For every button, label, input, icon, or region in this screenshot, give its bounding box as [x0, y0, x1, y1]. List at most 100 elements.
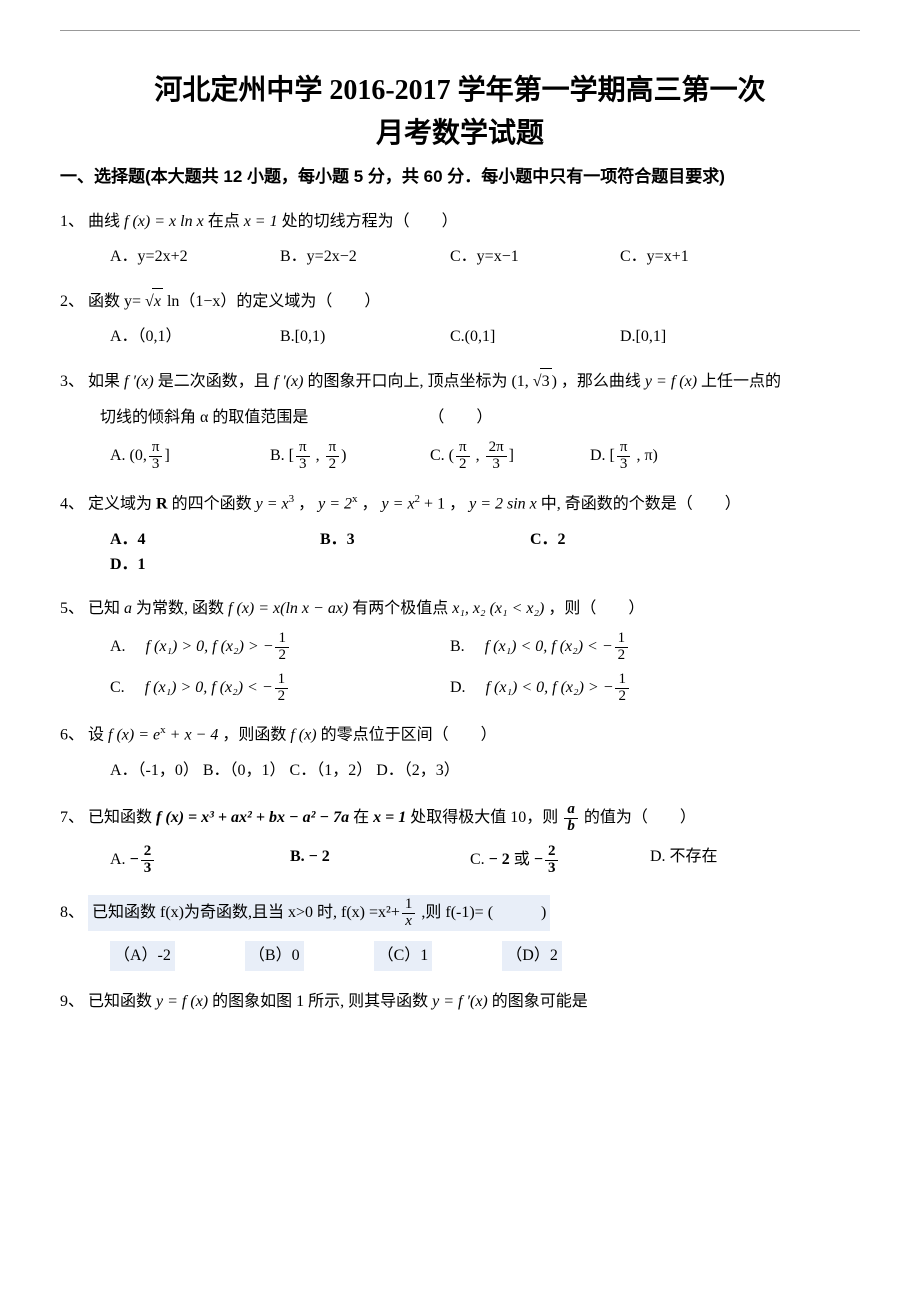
q8-opt-a: （A）-2 [110, 941, 175, 971]
q9-a: 已知函数 [88, 993, 156, 1010]
q5-opt-b: B. f (x₁) < 0, f (x₂) < −12 [450, 631, 860, 664]
q4-opt-c: C．2 [530, 527, 720, 553]
q3-a-frac: π3 [149, 440, 163, 473]
q3-c: 的图象开口向上, 顶点坐标为 [307, 373, 511, 390]
q5-a-pre: A. [110, 638, 142, 655]
q3-num: 3、 [60, 373, 84, 390]
q1-options: A．y=2x+2 B．y=2x−2 C．y=x−1 C．y=x+1 [60, 244, 860, 270]
q3-opt-c: C. (π2 , 2π3] [430, 440, 590, 473]
question-4: 4、 定义域为 R 的四个函数 y = x3 ， y = 2x ， y = x2… [60, 491, 860, 578]
q5-a: 已知 [88, 600, 124, 617]
q5-a-expr: f (x₁) > 0, f (x₂) > − [146, 638, 274, 655]
q5-stem: 5、 已知 a 为常数, 函数 f (x) = x(ln x − ax) 有两个… [60, 596, 860, 622]
question-5: 5、 已知 a 为常数, 函数 f (x) = x(ln x − ax) 有两个… [60, 596, 860, 705]
q7-b: 在 [353, 809, 373, 826]
q8-opt-d: （D）2 [502, 941, 562, 971]
q5-d-d: 2 [615, 689, 629, 705]
q4-options: A．4 B．3 C．2 D．1 [60, 527, 860, 578]
q7-c-d: 3 [545, 861, 559, 877]
q3-c-n1: π [456, 440, 470, 457]
q4-e3: 3 [289, 493, 295, 505]
q2-options: A．（0,1） B.[0,1) C.(0,1] D.[0,1] [60, 324, 860, 350]
q1-fx: f (x) = x ln x [124, 213, 204, 230]
q7-num: 7、 [60, 809, 84, 826]
q5-b-expr: f (x₁) < 0, f (x₂) < − [485, 638, 613, 655]
q4-ex: x [352, 493, 358, 505]
q6-c: 的零点位于区间（ ） [321, 727, 497, 744]
q5-a-frac: 12 [275, 631, 289, 664]
q3-c-f2: 2π3 [486, 440, 507, 473]
question-1: 1、 曲线 f (x) = x ln x 在点 x = 1 处的切线方程为（ ）… [60, 209, 860, 270]
q9-c: 的图象可能是 [492, 993, 588, 1010]
q7-options: A. −23 B. − 2 C. − 2 或 −23 D. 不存在 [60, 844, 860, 877]
q7-fx: f (x) = x³ + ax² + bx − a² − 7a [156, 809, 349, 826]
q3-stem-2: 切线的倾斜角 α 的取值范围是 （ ） [60, 405, 860, 431]
q7-c-neg: − [534, 851, 543, 868]
q3-fprime-2: f ′(x) [274, 373, 304, 390]
q5-fx: f (x) = x(ln x − ax) [228, 600, 348, 617]
q9-yfx: y = f (x) [156, 993, 208, 1010]
q7-a: 已知函数 [88, 809, 156, 826]
q8-fn: 1 [402, 897, 416, 914]
q7-opt-b: B. − 2 [290, 844, 460, 877]
q2-opt-b: B.[0,1) [280, 324, 430, 350]
q7-c-n: 2 [545, 844, 559, 861]
q5-b-n: 1 [615, 631, 629, 648]
q3-c-pre: C. ( [430, 447, 454, 464]
q1-num: 1、 [60, 213, 84, 230]
q4-f3: y = x [382, 495, 415, 512]
q7-opt-d: D. 不存在 [650, 844, 820, 877]
q3-sqrt3: 3 [533, 368, 552, 395]
q3-d-d: 3 [617, 457, 631, 473]
q8-a: 已知函数 f(x)为奇函数,且当 x>0 时, f(x) =x²+ [92, 904, 400, 921]
q4-c-txt: C．2 [530, 531, 566, 548]
q1-opt-c: C．y=x−1 [450, 244, 600, 270]
q5-c-d: 2 [275, 689, 289, 705]
q3-opt-d: D. [π3 , π) [590, 440, 750, 473]
q3-b-n1: π [296, 440, 310, 457]
q7-stem: 7、 已知函数 f (x) = x³ + ax² + bx − a² − 7a … [60, 802, 860, 835]
q7-c-pre: C. [470, 851, 489, 868]
q4-R: R [156, 495, 168, 512]
q3-c-f1: π2 [456, 440, 470, 473]
q5-c-frac: 12 [275, 672, 289, 705]
q7-a-n-b: 2 [144, 843, 152, 859]
q1-opt-b: B．y=2x−2 [280, 244, 430, 270]
q2-stem: 2、 函数 y= x ln（1−x）的定义域为（ ） [60, 288, 860, 315]
q3-d-f: π3 [617, 440, 631, 473]
q5-b-frac: 12 [615, 631, 629, 664]
q3-c-d1: 2 [456, 457, 470, 473]
q2-text-a: 函数 y= [88, 293, 141, 310]
q7-abd: b [564, 819, 578, 835]
q6-a: 设 [88, 727, 108, 744]
q8-stem: 8、 已知函数 f(x)为奇函数,且当 x>0 时, f(x) =x²+1x ,… [60, 895, 860, 932]
q2-opt-a: A．（0,1） [110, 324, 260, 350]
q3-opt-a: A. (0,π3] [110, 440, 270, 473]
q4-c: 中, 奇函数的个数是（ ） [541, 495, 741, 512]
q3-b-f1: π3 [296, 440, 310, 473]
q7-c-or: 或 [510, 851, 534, 868]
exam-title-line1: 河北定州中学 2016-2017 学年第一学期高三第一次 [60, 71, 860, 110]
q3-stem-1: 3、 如果 f ′(x) 是二次函数，且 f ′(x) 的图象开口向上, 顶点坐… [60, 368, 860, 395]
question-6: 6、 设 f (x) = ex + x − 4 ，则函数 f (x) 的零点位于… [60, 722, 860, 784]
q5-d-frac: 12 [615, 672, 629, 705]
q4-f1: y = x [256, 495, 289, 512]
q7-c-d-b: 3 [548, 860, 556, 876]
q2-sqrt: x [145, 288, 163, 315]
q3-c-n2: 2π [486, 440, 507, 457]
q4-f4: y = 2 sin x [469, 495, 537, 512]
q7-b-txt: B. − 2 [290, 848, 330, 865]
q5-c-pre: C. [110, 679, 141, 696]
q3-a-post: ] [164, 447, 169, 464]
q8-opt-b: （B）0 [245, 941, 304, 971]
q3-e: 上任一点的 [701, 373, 781, 390]
q6-fx2: f (x) [290, 727, 316, 744]
q3-a-den: 3 [149, 457, 163, 473]
q1-text-a: 曲线 [88, 213, 124, 230]
q4-stem: 4、 定义域为 R 的四个函数 y = x3 ， y = 2x ， y = x2… [60, 491, 860, 517]
q6-stem: 6、 设 f (x) = ex + x − 4 ，则函数 f (x) 的零点位于… [60, 722, 860, 748]
q5-b-pre: B. [450, 638, 481, 655]
q3-d-post: , π) [632, 447, 657, 464]
q5-c: 有两个极值点 [352, 600, 452, 617]
q3-b-f2: π2 [326, 440, 340, 473]
